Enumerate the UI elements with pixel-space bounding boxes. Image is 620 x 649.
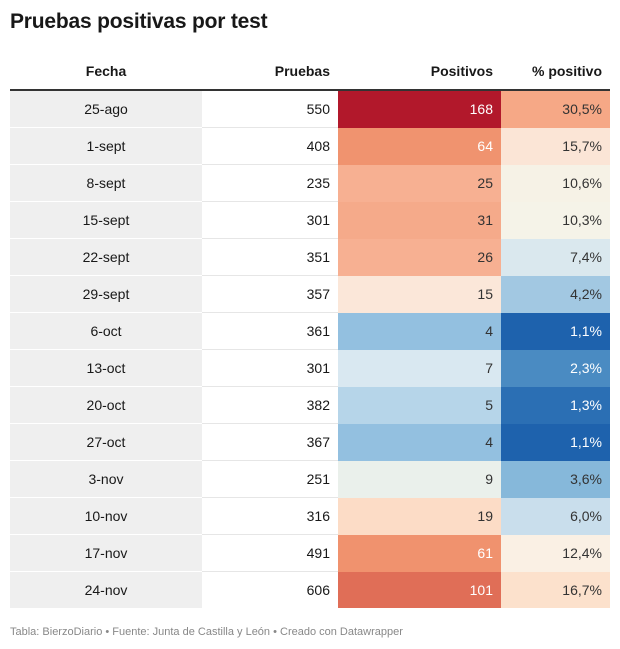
table-row: 22-sept 351 26 7,4% [10, 238, 610, 276]
cell-fecha: 29-sept [10, 275, 202, 313]
cell-fecha: 10-nov [10, 497, 202, 535]
table-row: 15-sept 301 31 10,3% [10, 201, 610, 239]
cell-fecha: 8-sept [10, 164, 202, 202]
cell-pruebas: 361 [202, 312, 338, 350]
header-positivos: Positivos [338, 53, 501, 91]
cell-pct-positivo: 7,4% [501, 238, 610, 276]
cell-pruebas: 251 [202, 460, 338, 498]
cell-pruebas: 316 [202, 497, 338, 535]
cell-positivos: 64 [338, 127, 501, 165]
cell-pruebas: 351 [202, 238, 338, 276]
cell-pruebas: 235 [202, 164, 338, 202]
footer-credits: Tabla: BierzoDiario • Fuente: Junta de C… [10, 626, 403, 638]
header-row: Fecha Pruebas Positivos % positivo [10, 53, 610, 91]
table-row: 20-oct 382 5 1,3% [10, 386, 610, 424]
cell-positivos: 31 [338, 201, 501, 239]
cell-positivos: 61 [338, 534, 501, 572]
cell-positivos: 168 [338, 90, 501, 128]
data-table: Fecha Pruebas Positivos % positivo 25-ag… [10, 53, 610, 608]
header-pct-positivo: % positivo [501, 53, 610, 91]
table-row: 3-nov 251 9 3,6% [10, 460, 610, 498]
cell-positivos: 101 [338, 571, 501, 608]
cell-fecha: 1-sept [10, 127, 202, 165]
cell-pruebas: 301 [202, 201, 338, 239]
cell-pct-positivo: 6,0% [501, 497, 610, 535]
table-row: 1-sept 408 64 15,7% [10, 127, 610, 165]
cell-fecha: 22-sept [10, 238, 202, 276]
table-row: 6-oct 361 4 1,1% [10, 312, 610, 350]
cell-pct-positivo: 16,7% [501, 571, 610, 608]
cell-positivos: 26 [338, 238, 501, 276]
table-row: 8-sept 235 25 10,6% [10, 164, 610, 202]
cell-pruebas: 382 [202, 386, 338, 424]
cell-fecha: 24-nov [10, 571, 202, 608]
cell-positivos: 15 [338, 275, 501, 313]
cell-pruebas: 367 [202, 423, 338, 461]
cell-pruebas: 491 [202, 534, 338, 572]
cell-pct-positivo: 10,6% [501, 164, 610, 202]
cell-pct-positivo: 30,5% [501, 90, 610, 128]
cell-pct-positivo: 1,1% [501, 423, 610, 461]
cell-fecha: 13-oct [10, 349, 202, 387]
table-row: 27-oct 367 4 1,1% [10, 423, 610, 461]
cell-pruebas: 408 [202, 127, 338, 165]
cell-pruebas: 606 [306, 582, 330, 598]
cell-fecha: 25-ago [10, 90, 202, 128]
cell-fecha: 3-nov [10, 460, 202, 498]
cell-fecha: 20-oct [10, 386, 202, 424]
cell-positivos: 19 [338, 497, 501, 535]
cell-positivos: 4 [338, 312, 501, 350]
table-body: 25-ago 550 168 30,5% 1-sept 408 64 15,7% 8-sept 2… [10, 90, 610, 608]
cell-pct-positivo: 15,7% [501, 127, 610, 165]
table-title: Pruebas positivas por test [10, 10, 268, 33]
cell-pct-positivo: 1,1% [501, 312, 610, 350]
table-row: 25-ago 550 168 30,5% [10, 90, 610, 128]
cell-pruebas: 357 [202, 275, 338, 313]
cell-fecha: 15-sept [10, 201, 202, 239]
cell-positivos: 25 [338, 164, 501, 202]
cell-positivos: 9 [338, 460, 501, 498]
cell-fecha: 27-oct [10, 423, 202, 461]
cell-pruebas: 301 [202, 349, 338, 387]
cell-pct-positivo: 2,3% [501, 349, 610, 387]
cell-pct-positivo: 12,4% [501, 534, 610, 572]
table-row: 10-nov 316 19 6,0% [10, 497, 610, 535]
table-row: 17-nov 491 61 12,4% [10, 534, 610, 572]
cell-pruebas: 550 [202, 90, 338, 128]
cell-fecha: 17-nov [10, 534, 202, 572]
cell-pct-positivo: 4,2% [501, 275, 610, 313]
table-row: 13-oct 301 7 2,3% [10, 349, 610, 387]
header-fecha: Fecha [10, 53, 202, 91]
cell-positivos: 7 [338, 349, 501, 387]
table-row: 24-nov 606 101 16,7% [10, 571, 610, 608]
cell-pct-positivo: 1,3% [501, 386, 610, 424]
cell-pct-positivo: 3,6% [501, 460, 610, 498]
cell-fecha: 6-oct [10, 312, 202, 350]
header-pruebas: Pruebas [202, 53, 338, 91]
cell-positivos: 4 [338, 423, 501, 461]
cell-positivos: 5 [338, 386, 501, 424]
cell-pct-positivo: 10,3% [501, 201, 610, 239]
table-row: 29-sept 357 15 4,2% [10, 275, 610, 313]
